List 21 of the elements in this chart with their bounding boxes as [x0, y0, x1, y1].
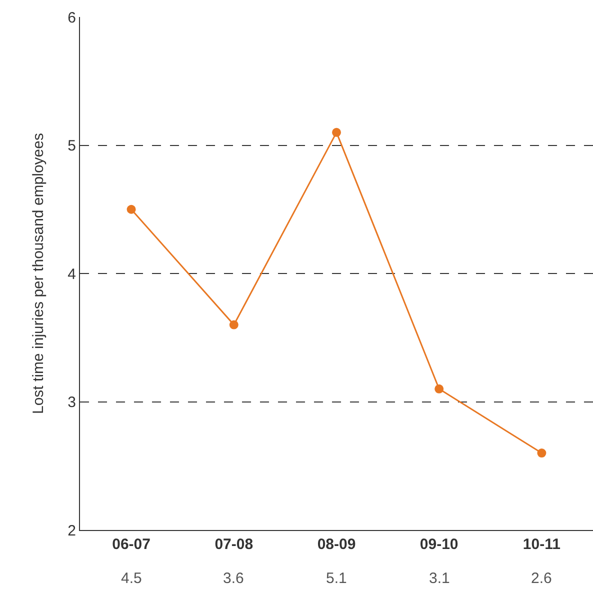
data-label: 3.1 [429, 570, 450, 587]
point [126, 204, 136, 214]
x-tick-label: 07-08 [214, 536, 254, 553]
data-label: 3.6 [223, 570, 244, 587]
data-label: 2.6 [531, 570, 552, 587]
point [434, 384, 444, 394]
y-tick-label: 4 [68, 266, 76, 283]
x-tick-label: 10-11 [522, 536, 560, 553]
y-tick-label: 2 [68, 522, 76, 540]
x-tick-label: 09-10 [420, 536, 458, 553]
point [537, 448, 546, 458]
x-tick-label: 06-07 [112, 536, 150, 553]
point [332, 128, 341, 137]
data-label: 5.1 [326, 570, 347, 587]
y-tick-label: 3 [68, 394, 76, 411]
x-tick-label: 08-09 [317, 536, 356, 553]
point [229, 320, 238, 330]
y-tick-label: 6 [68, 9, 76, 26]
y-axis-title: Lost time injuries per thousand employees [30, 133, 47, 414]
data-label: 4.5 [121, 570, 142, 587]
y-tick-label: 5 [68, 138, 76, 154]
